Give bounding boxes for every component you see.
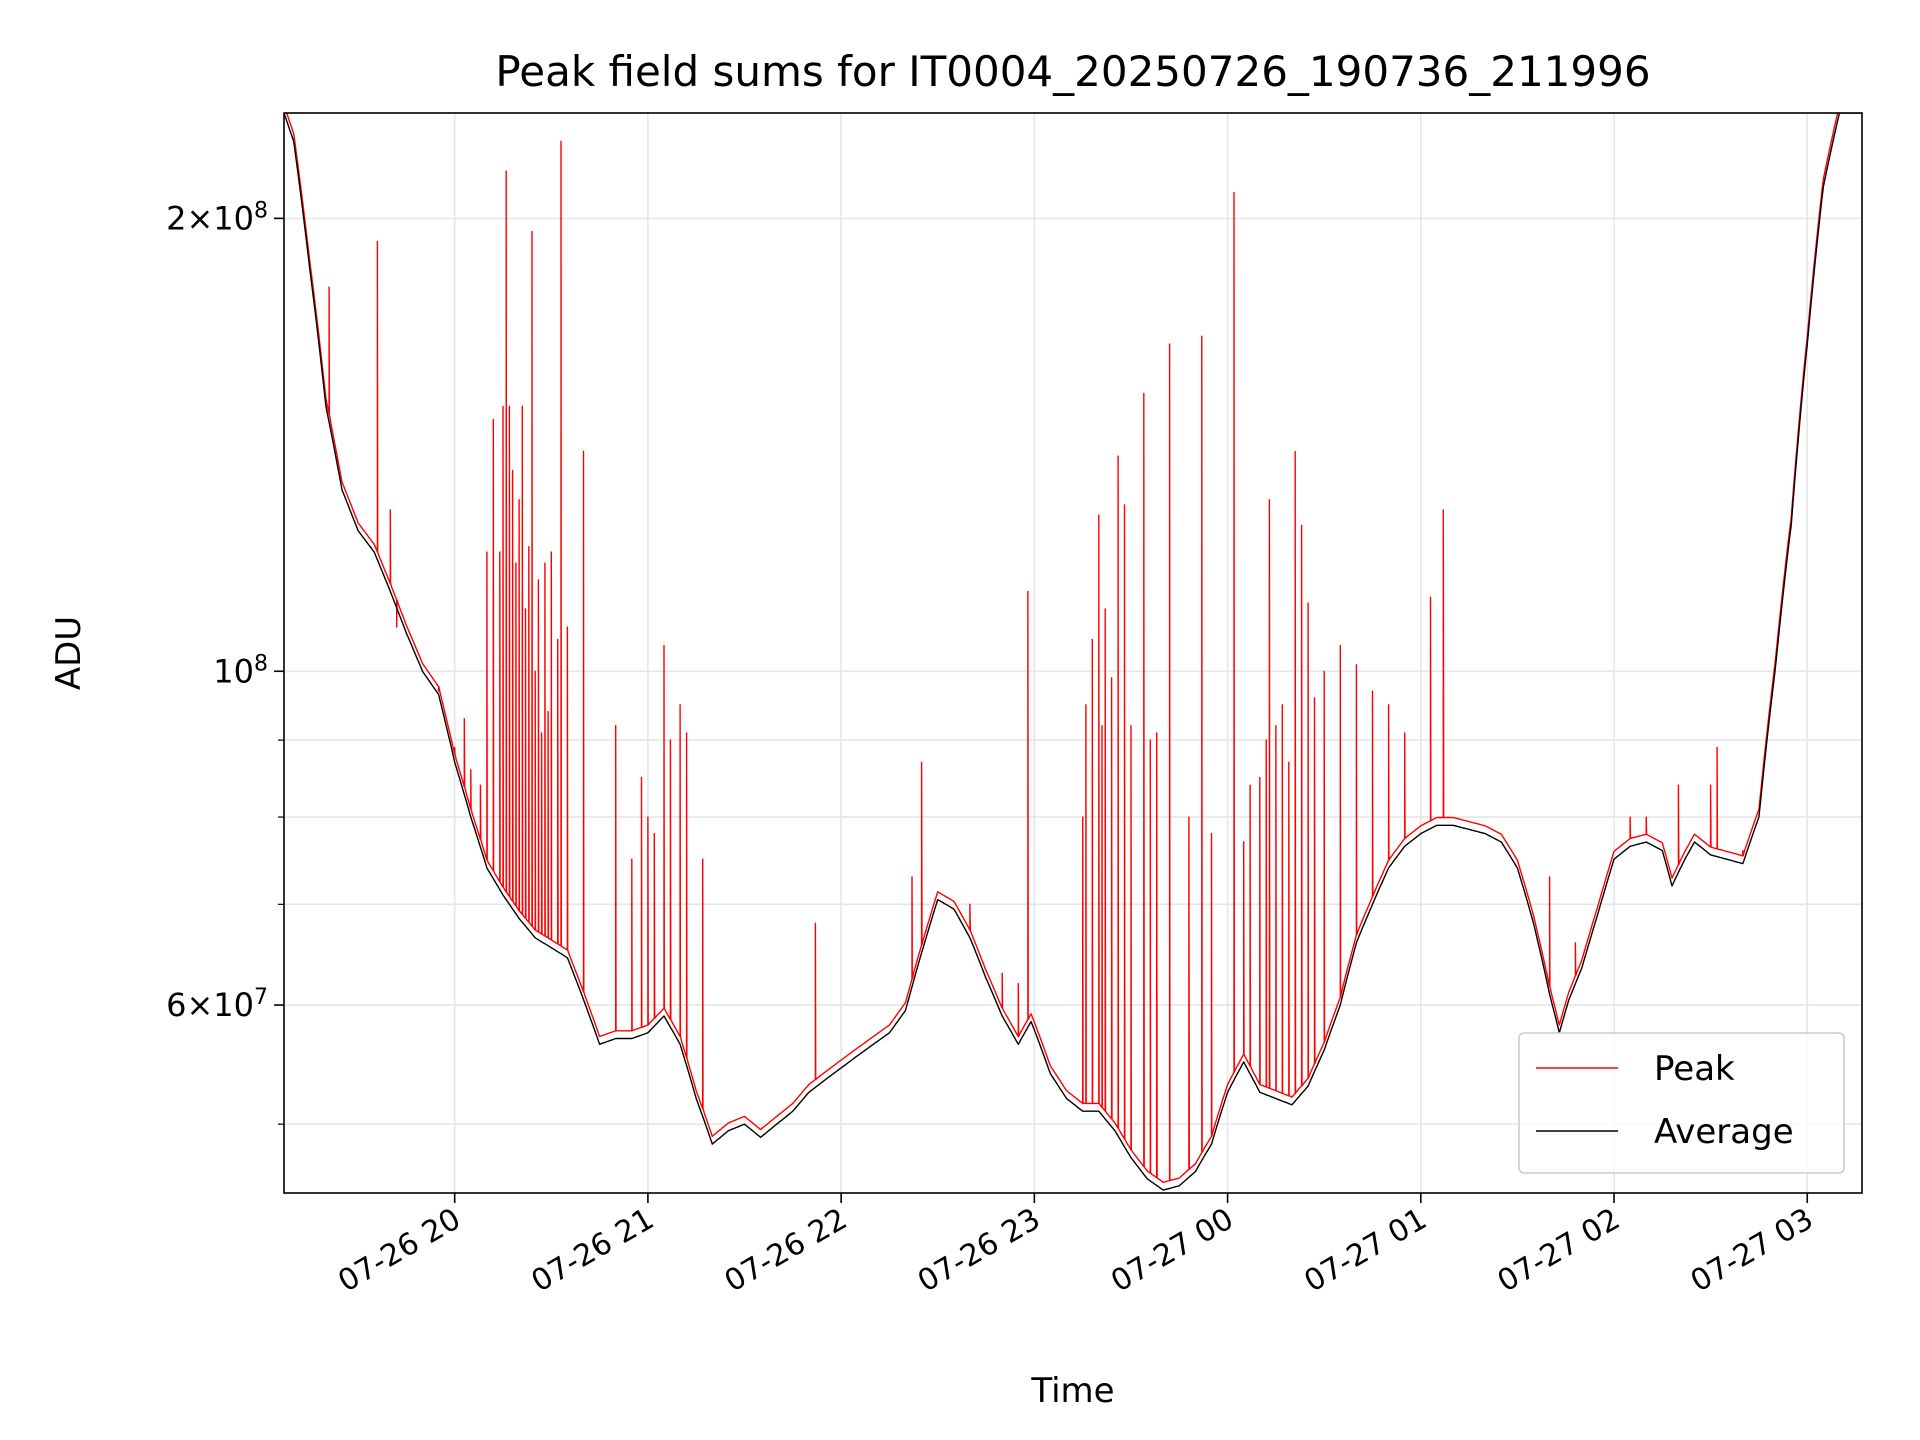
x-axis-label: Time bbox=[1030, 1371, 1114, 1411]
plot-series-group bbox=[284, 113, 1862, 1191]
peak-series-line bbox=[285, 113, 1839, 1183]
legend: Peak Average bbox=[1518, 1032, 1845, 1174]
legend-peak-label: Peak bbox=[1654, 1049, 1735, 1089]
chart-title: Peak field sums for IT0004_20250726_1907… bbox=[495, 47, 1650, 96]
y-tick-label: 108 bbox=[213, 651, 268, 691]
plot-frame bbox=[283, 112, 1863, 1194]
y-tick-label: 6×107 bbox=[166, 985, 268, 1025]
y-axis-label: ADU bbox=[49, 616, 89, 690]
legend-average-label: Average bbox=[1654, 1112, 1794, 1152]
average-series-line bbox=[284, 113, 1862, 1191]
grid-lines bbox=[284, 113, 1862, 1193]
y-tick-label: 2×108 bbox=[166, 198, 268, 238]
